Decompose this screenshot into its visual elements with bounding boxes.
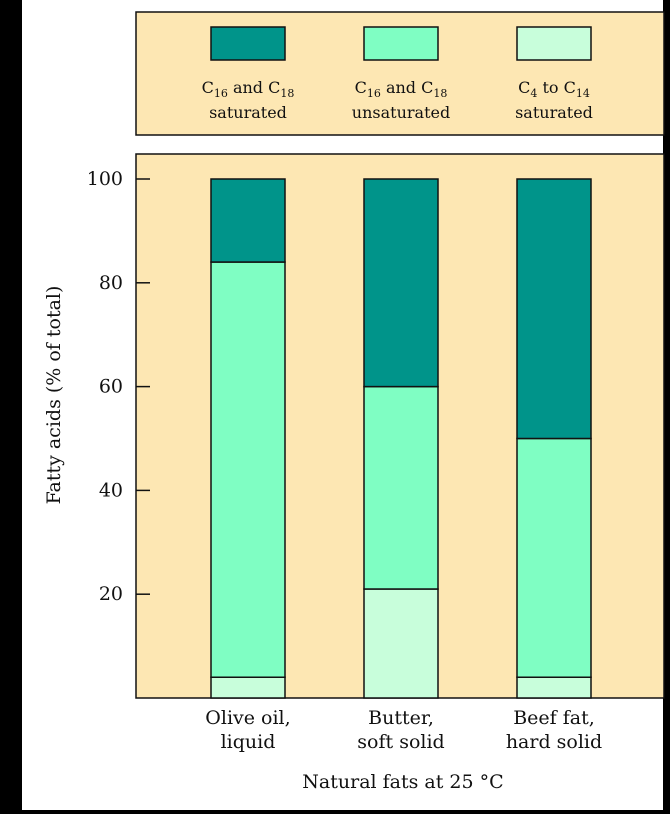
bar-segment <box>516 676 592 699</box>
legend-label-line1: C16 and C18 <box>355 78 448 100</box>
legend-swatch <box>210 26 286 61</box>
right-black-margin <box>663 0 670 810</box>
y-axis-label: Fatty acids (% of total) <box>43 286 65 505</box>
legend-label-line2: saturated <box>209 103 287 122</box>
bar-segment <box>210 261 286 678</box>
bar-segment <box>210 676 286 699</box>
x-tick-label-line2: soft solid <box>357 731 444 753</box>
x-tick-label-line2: liquid <box>221 731 276 753</box>
y-tick-label: 80 <box>99 272 123 294</box>
legend-label-line2: saturated <box>515 103 593 122</box>
x-tick-label-line1: Olive oil, <box>205 707 290 729</box>
x-tick-label-line2: hard solid <box>506 731 602 753</box>
legend-label-line2: unsaturated <box>352 103 450 122</box>
bar-segment <box>363 588 439 699</box>
y-tick-label: 60 <box>99 376 123 398</box>
x-tick-label-line1: Butter, <box>368 707 434 729</box>
bar-segment <box>516 178 592 440</box>
legend-swatch <box>516 26 592 61</box>
bar-segment <box>210 178 286 263</box>
x-tick-label-line1: Beef fat, <box>513 707 595 729</box>
left-black-margin <box>0 0 22 810</box>
x-axis-label: Natural fats at 25 °C <box>302 771 503 793</box>
legend-swatch <box>363 26 439 61</box>
bar-segment <box>516 437 592 678</box>
y-tick-label: 100 <box>87 168 123 190</box>
y-tick-label: 20 <box>99 583 123 605</box>
bar-segment <box>363 178 439 388</box>
legend-label-line1: C16 and C18 <box>202 78 295 100</box>
legend-label-line1: C4 to C14 <box>518 78 590 100</box>
y-tick-label: 40 <box>99 479 123 501</box>
bar-segment <box>363 385 439 590</box>
